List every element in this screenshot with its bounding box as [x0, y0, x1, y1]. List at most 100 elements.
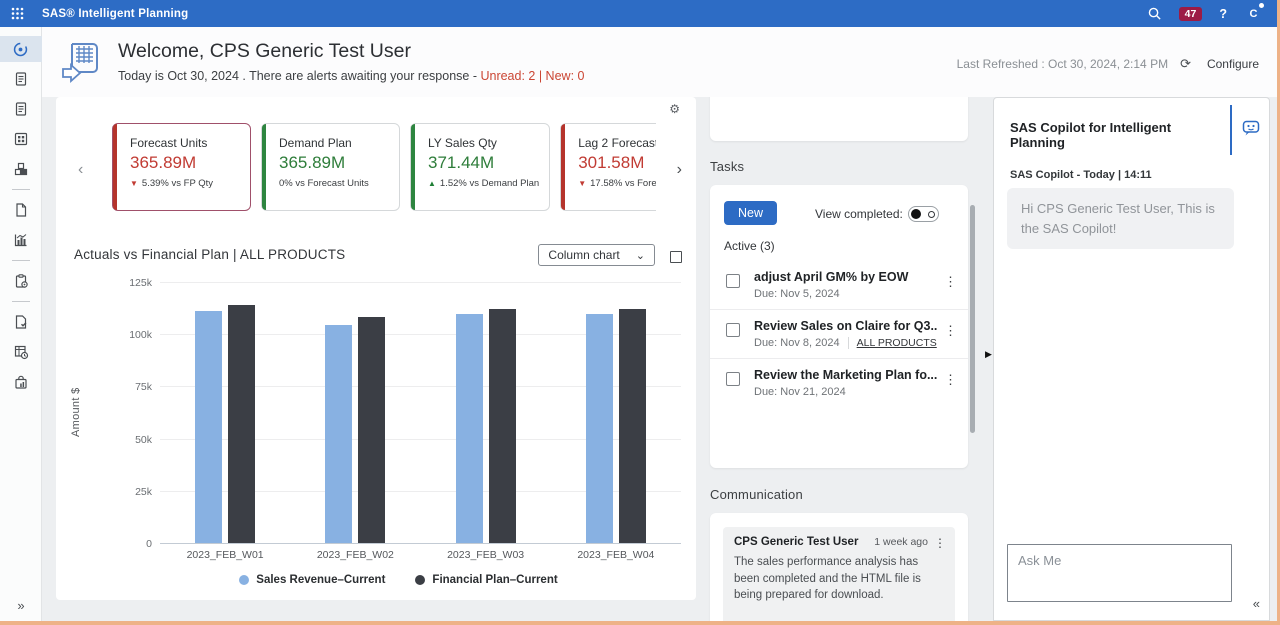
view-completed-toggle[interactable]: [908, 206, 939, 222]
x-axis-label: 2023_FEB_W04: [577, 549, 655, 561]
page-subtitle: Today is Oct 30, 2024 . There are alerts…: [118, 69, 584, 83]
message-text: The sales performance analysis has been …: [734, 556, 921, 602]
bar[interactable]: [455, 314, 483, 543]
help-icon[interactable]: ?: [1219, 6, 1227, 21]
y-tick-label: 125k: [129, 277, 152, 289]
sidebar-item-grid[interactable]: [0, 126, 42, 152]
copilot-message-bubble: Hi CPS Generic Test User, This is the SA…: [1007, 188, 1234, 249]
legend-item[interactable]: Financial Plan–Current: [415, 574, 558, 586]
message-menu-kebab-icon[interactable]: ⋮: [934, 536, 946, 550]
kpi-card-forecast-units[interactable]: Forecast Units 365.89M ▼ 5.39% vs FP Qty: [112, 123, 251, 211]
kpi-delta-text: 17.58% vs Fore: [590, 178, 656, 189]
copilot-ask-input[interactable]: [1007, 544, 1232, 602]
chart-plot: 125k 100k 75k 50k 25k 0: [129, 277, 681, 550]
legend-label: Sales Revenue–Current: [256, 574, 386, 586]
bar[interactable]: [195, 311, 223, 543]
kpi-card-lag-2-forecast[interactable]: Lag 2 Forecast 301.58M ▼ 17.58% vs Fore: [560, 123, 656, 211]
toggle-ring: [928, 210, 935, 218]
bar[interactable]: [228, 305, 256, 543]
task-menu-kebab-icon[interactable]: ⋮: [944, 323, 957, 338]
communication-card: CPS Generic Test User 1 week ago ⋮ The s…: [710, 513, 968, 621]
kpi-value: 371.44M: [428, 153, 495, 172]
content-area: ⚙ ‹ › Forecast Units 365.89M ▼ 5.39% vs F…: [42, 97, 1277, 621]
chat-bot-icon[interactable]: [1242, 120, 1260, 137]
kpi-value: 365.89M: [279, 153, 346, 172]
top-bar: SAS® Intelligent Planning 47 ? C: [0, 0, 1277, 27]
apps-grid-icon[interactable]: [0, 0, 34, 27]
clipboard-gear-icon: [15, 274, 28, 288]
copilot-resize-handle-icon[interactable]: ▶: [985, 349, 992, 359]
task-scope-link[interactable]: ALL PRODUCTS: [847, 337, 937, 349]
sidebar-item-models[interactable]: [0, 156, 42, 182]
refresh-icon[interactable]: ⟳: [1180, 56, 1191, 71]
sidebar-divider: [11, 189, 30, 190]
sidebar-item-document[interactable]: [0, 197, 42, 223]
sidebar-item-approvals[interactable]: [0, 309, 42, 335]
kpi-accent-bar: [113, 124, 117, 210]
panel-settings-gear-icon[interactable]: ⚙: [669, 102, 680, 116]
sidebar-item-demand[interactable]: [0, 369, 42, 395]
task-row[interactable]: Review the Marketing Plan fo... Due: Nov…: [710, 358, 968, 407]
sidebar-item-data-jobs[interactable]: [0, 339, 42, 365]
task-checkbox[interactable]: [726, 323, 740, 337]
tasks-heading: Tasks: [710, 159, 745, 174]
message-timestamp: 1 week ago: [874, 536, 928, 548]
gridline: 25k: [135, 486, 681, 498]
kpi-title: LY Sales Qty: [428, 136, 497, 150]
new-task-button[interactable]: New: [724, 201, 778, 225]
kpi-delta-text: 5.39% vs FP Qty: [141, 178, 214, 189]
sidebar-expand-icon[interactable]: »: [17, 598, 25, 613]
sidebar-item-report-2[interactable]: [0, 96, 42, 122]
task-menu-kebab-icon[interactable]: ⋮: [944, 274, 957, 289]
bar[interactable]: [585, 314, 613, 543]
task-checkbox[interactable]: [726, 372, 740, 386]
middle-column-scrollbar[interactable]: [970, 205, 975, 433]
last-refreshed-label: Last Refreshed : Oct 30, 2024, 2:14 PM: [956, 57, 1169, 71]
bar[interactable]: [358, 316, 386, 543]
search-icon[interactable]: [1147, 6, 1162, 21]
file-check-icon: [15, 315, 26, 329]
bar-group: [455, 308, 516, 543]
apps-grid-icon-glyph: [11, 7, 23, 20]
y-tick-label: 50k: [135, 433, 152, 446]
copilot-message-meta: SAS Copilot - Today | 14:11: [1010, 169, 1152, 181]
kpi-delta: ▼ 5.39% vs FP Qty: [130, 178, 240, 189]
chevron-down-icon: ⌄: [635, 249, 645, 262]
task-row[interactable]: adjust April GM% by EOW Due: Nov 5, 2024…: [710, 261, 968, 309]
page-header: Welcome, CPS Generic Test User Today is …: [42, 27, 1277, 97]
sidebar-item-home[interactable]: [0, 36, 42, 62]
task-title: Review the Marketing Plan fo...: [754, 368, 938, 382]
kpi-title: Lag 2 Forecast: [578, 136, 656, 150]
bar[interactable]: [325, 324, 353, 543]
chart-xaxis: 2023_FEB_W01 2023_FEB_W02 2023_FEB_W03 2023…: [160, 549, 681, 561]
cubes-icon: [14, 162, 27, 176]
bar[interactable]: [618, 308, 646, 543]
kpi-card-demand-plan[interactable]: Demand Plan 365.89M 0% vs Forecast Units: [261, 123, 400, 211]
carousel-next-icon[interactable]: ›: [676, 161, 682, 178]
kpi-title: Demand Plan: [279, 136, 352, 150]
grid-icon: [14, 132, 27, 146]
task-checkbox[interactable]: [726, 274, 740, 288]
configure-button[interactable]: Configure: [1206, 57, 1259, 71]
gridline: 125k: [129, 277, 681, 289]
home-gauge-icon: [13, 42, 28, 56]
maximize-icon[interactable]: [670, 250, 682, 263]
task-title: Review Sales on Claire for Q3...: [754, 319, 938, 333]
kpi-card-ly-sales-qty[interactable]: LY Sales Qty 371.44M ▲ 1.52% vs Demand Pl…: [410, 123, 551, 211]
alerts-count-badge[interactable]: 47: [1178, 6, 1203, 21]
user-avatar[interactable]: C: [1244, 3, 1264, 23]
sidebar-item-report-1[interactable]: [0, 66, 42, 92]
sidebar-item-plans[interactable]: [0, 268, 42, 294]
sidebar-item-analytics[interactable]: [0, 227, 42, 253]
bar[interactable]: [488, 308, 516, 543]
kpi-accent-bar: [561, 124, 566, 210]
task-menu-kebab-icon[interactable]: ⋮: [944, 372, 957, 387]
document-icon: [15, 72, 26, 86]
carousel-prev-icon[interactable]: ‹: [78, 161, 84, 178]
copilot-collapse-icon[interactable]: «: [1252, 596, 1260, 611]
legend-item[interactable]: Sales Revenue–Current: [239, 574, 385, 586]
chart-type-select[interactable]: Column chart ⌄: [538, 244, 655, 266]
task-row[interactable]: Review Sales on Claire for Q3... Due: No…: [710, 309, 968, 358]
chart-icon: [14, 234, 26, 247]
